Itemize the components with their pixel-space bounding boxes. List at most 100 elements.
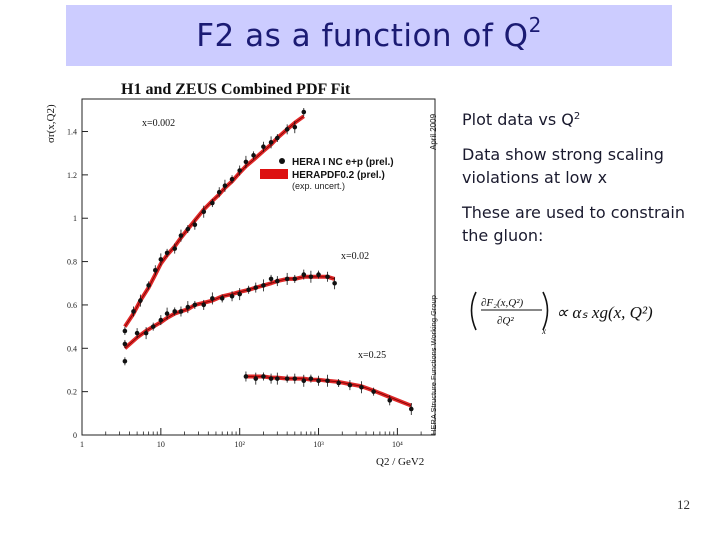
data-point xyxy=(268,276,274,282)
x-tick-label: 10 xyxy=(157,440,165,449)
data-point xyxy=(172,309,178,314)
chart-title: H1 and ZEUS Combined PDF Fit xyxy=(121,81,351,98)
legend-data-marker xyxy=(279,158,285,164)
formula-numerator: ∂F₂(x,Q²) xyxy=(481,297,524,309)
gluon-formula: ∂F₂(x,Q²) ∂Q² x ∝ αₛ xg(x, Q²) xyxy=(466,288,696,336)
data-point xyxy=(325,378,330,384)
formula-subscript: x xyxy=(541,326,546,336)
data-point xyxy=(332,280,337,286)
x-tick-label: 10³ xyxy=(313,440,324,449)
legend-fit-swatch xyxy=(260,169,288,179)
legend-fit-label: HERAPDF0.2 (prel.) xyxy=(292,170,385,181)
data-point xyxy=(219,296,225,301)
data-point xyxy=(284,376,290,381)
formula-graphic: ∂F₂(x,Q²) ∂Q² x ∝ αₛ xg(x, Q²) xyxy=(470,291,653,336)
data-point xyxy=(246,287,251,293)
data-point xyxy=(301,109,307,115)
data-point xyxy=(210,200,215,206)
data-point xyxy=(164,250,170,256)
data-point xyxy=(158,317,164,323)
data-point xyxy=(253,376,259,381)
data-point xyxy=(201,302,207,308)
x-axis-label: Q2 / GeV2 xyxy=(376,456,424,468)
data-point xyxy=(131,309,136,314)
data-point xyxy=(261,374,266,379)
data-point xyxy=(371,389,376,394)
data-point xyxy=(251,153,256,158)
data-point xyxy=(185,226,191,232)
y-tick-label: 0.2 xyxy=(67,388,77,397)
data-point xyxy=(122,358,128,364)
data-point xyxy=(292,124,298,130)
data-point xyxy=(275,135,280,141)
data-point xyxy=(122,341,128,347)
data-point xyxy=(150,324,156,329)
formula-right-paren xyxy=(542,291,549,331)
y-tick-label: 0.8 xyxy=(67,258,77,267)
data-point xyxy=(292,376,298,381)
y-tick-label: 0 xyxy=(73,431,77,440)
data-point xyxy=(408,406,414,412)
data-point xyxy=(229,176,235,182)
data-point xyxy=(192,302,198,308)
f2-chart: H1 and ZEUS Combined PDF Fit σr(x,Q2) Q2… xyxy=(45,81,438,468)
data-point xyxy=(387,398,393,403)
axis-layer: 0 0.2 0.4 0.6 0.8 1 1.2 1.4 1 10 10² 10³ 10⁴ xyxy=(67,128,436,449)
data-point xyxy=(261,144,266,149)
data-point xyxy=(172,246,178,251)
y-tick-label: 0.4 xyxy=(67,344,77,353)
data-point xyxy=(347,382,353,388)
data-point xyxy=(301,272,307,277)
data-point xyxy=(359,385,364,390)
data-point xyxy=(158,257,164,262)
data-point xyxy=(261,283,266,288)
data-point xyxy=(134,330,140,336)
fit-curve-1 xyxy=(123,274,336,350)
bullet-1-sup: 2 xyxy=(573,111,581,122)
bin-label-x002: x=0.02 xyxy=(341,251,369,262)
y-axis-label: σr(x,Q2) xyxy=(45,104,57,143)
data-point xyxy=(308,274,314,280)
data-point xyxy=(210,296,215,301)
x-tick-label: 1 xyxy=(80,440,84,449)
title-band: F2 as a function of Q2 xyxy=(66,5,672,66)
data-point xyxy=(178,309,184,314)
data-point xyxy=(229,293,235,299)
data-point xyxy=(268,376,274,381)
fit-curve-0 xyxy=(123,114,305,328)
data-point xyxy=(284,127,290,132)
formula-denominator: ∂Q² xyxy=(497,315,514,327)
fit-curve-centre-1 xyxy=(124,276,335,349)
data-point xyxy=(164,311,170,316)
formula-left-paren xyxy=(470,291,477,331)
bullet-3: These are used to constrain the gluon: xyxy=(462,203,685,245)
data-point xyxy=(237,291,242,297)
x-tick-label: 10⁴ xyxy=(392,440,403,449)
bullet-2: Data show strong scaling violations at l… xyxy=(462,145,664,187)
data-point xyxy=(253,285,259,290)
y-tick-label: 1.4 xyxy=(67,128,77,137)
bin-label-x0002: x=0.002 xyxy=(142,118,175,129)
data-point xyxy=(152,267,158,273)
data-point xyxy=(192,222,198,228)
data-point xyxy=(146,283,151,288)
data-point xyxy=(316,272,321,277)
legend-data-label: HERA I NC e+p (prel.) xyxy=(292,157,394,168)
bin-label-x025: x=0.25 xyxy=(358,350,386,361)
data-point xyxy=(243,374,249,379)
y-tick-label: 0.6 xyxy=(67,301,77,310)
point-layer xyxy=(122,108,414,415)
slide-title-main: F2 as a function of Q xyxy=(196,18,529,54)
slide-title-sup: 2 xyxy=(528,13,542,37)
data-point xyxy=(316,378,321,384)
data-point xyxy=(336,380,341,386)
data-point xyxy=(143,330,149,336)
data-point xyxy=(122,328,128,334)
data-point xyxy=(243,159,249,165)
data-point xyxy=(185,304,191,310)
data-point xyxy=(138,298,143,303)
data-point xyxy=(178,233,184,238)
page-number: 12 xyxy=(677,497,690,512)
formula-rhs: ∝ αₛ xg(x, Q²) xyxy=(556,303,653,322)
fit-curve-centre-0 xyxy=(124,115,305,327)
